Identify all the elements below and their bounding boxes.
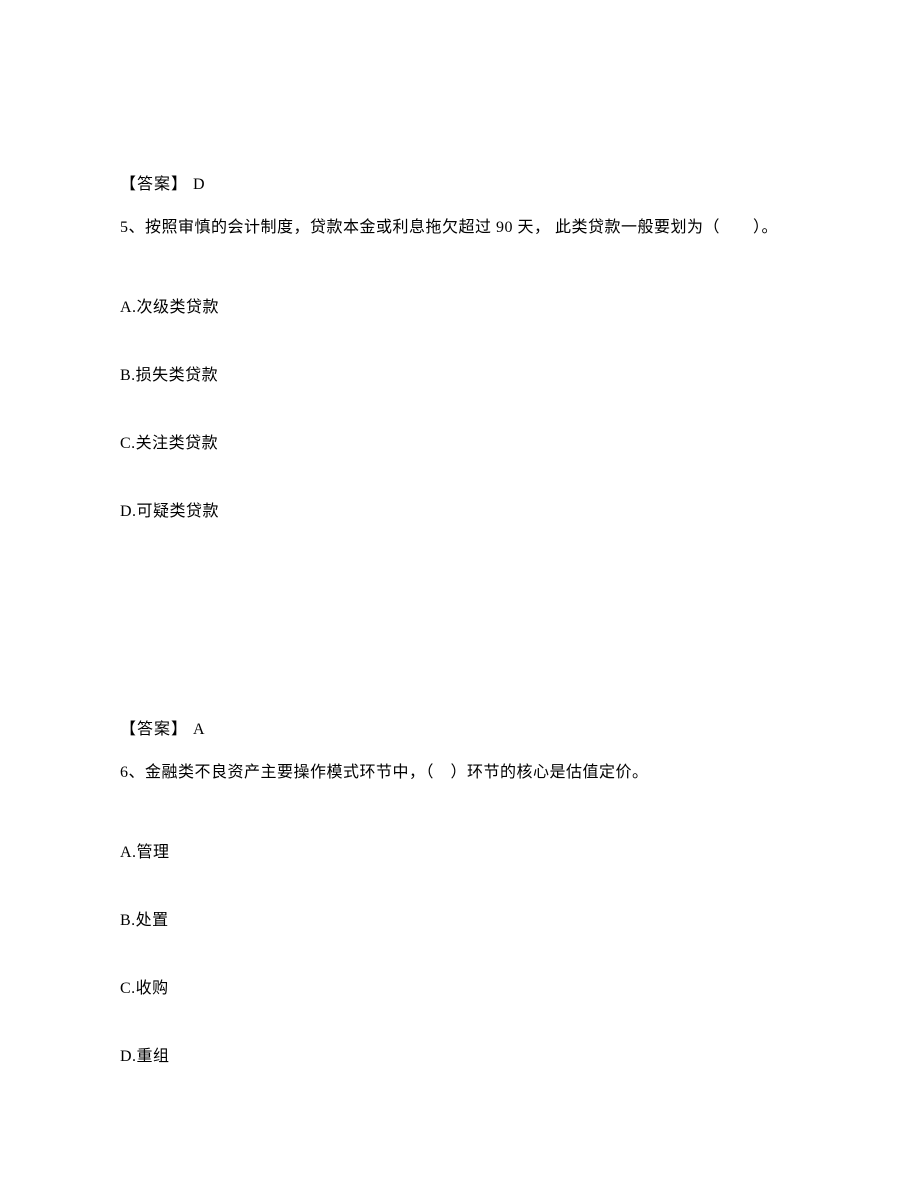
document-page: 【答案】 D 5、按照审慎的会计制度，贷款本金或利息拖欠超过 90 天， 此类贷… [0,0,920,1066]
question-5-option-d: D.可疑类贷款 [120,497,800,521]
question-6-text: 6、金融类不良资产主要操作模式环节中，（ ）环节的核心是估值定价。 [120,759,800,788]
answer-label: 【答案】 [120,721,188,738]
answer-block-q4: 【答案】 D [120,170,800,194]
question-6-option-d: D.重组 [120,1042,800,1066]
question-6-option-b: B.处置 [120,906,800,930]
spacer [120,565,800,715]
question-5-option-b: B.损失类贷款 [120,361,800,385]
answer-value: D [193,176,207,193]
question-5-text: 5、按照审慎的会计制度，贷款本金或利息拖欠超过 90 天， 此类贷款一般要划为（… [120,214,800,243]
answer-block-q5: 【答案】 A [120,715,800,739]
question-5-option-a: A.次级类贷款 [120,293,800,317]
answer-label: 【答案】 [120,176,188,193]
question-6-option-c: C.收购 [120,974,800,998]
question-5-option-c: C.关注类贷款 [120,429,800,453]
question-6-option-a: A.管理 [120,838,800,862]
answer-value: A [193,721,207,738]
